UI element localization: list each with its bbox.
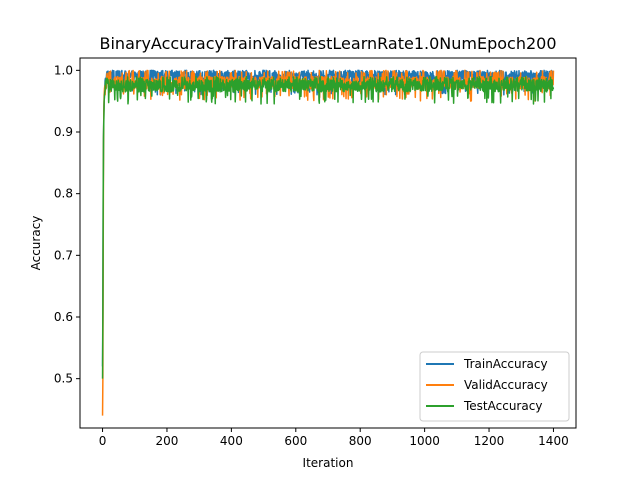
plot-area <box>101 69 555 416</box>
y-axis-label: Accuracy <box>29 216 43 271</box>
y-tick-label: 1.0 <box>54 63 73 77</box>
legend-label: TrainAccuracy <box>463 357 548 371</box>
x-tick-label: 800 <box>349 434 372 448</box>
legend-label: TestAccuracy <box>463 399 542 413</box>
legend-label: ValidAccuracy <box>464 378 548 392</box>
x-tick-label: 1200 <box>474 434 505 448</box>
y-axis: 0.5 0.6 0.7 0.8 0.9 1.0 <box>54 63 80 386</box>
series-line-testaccuracy <box>101 75 555 379</box>
series-line-trainaccuracy <box>101 69 555 367</box>
legend: TrainAccuracy ValidAccuracy TestAccuracy <box>419 351 570 422</box>
x-tick-label: 1000 <box>409 434 440 448</box>
y-tick-label: 0.5 <box>54 372 73 386</box>
y-tick-label: 0.9 <box>54 125 73 139</box>
chart-title: BinaryAccuracyTrainValidTestLearnRate1.0… <box>100 34 557 53</box>
plot-frame <box>79 57 577 429</box>
x-tick-label: 0 <box>99 434 107 448</box>
x-tick-label: 400 <box>220 434 243 448</box>
x-axis-label: Iteration <box>303 456 354 470</box>
y-tick-label: 0.8 <box>54 187 73 201</box>
x-tick-label: 600 <box>284 434 307 448</box>
y-tick-label: 0.6 <box>54 310 73 324</box>
x-axis: 0 200 400 600 800 1000 1200 1400 <box>99 428 569 448</box>
legend-box <box>419 351 570 422</box>
x-tick-label: 1400 <box>538 434 569 448</box>
y-tick-label: 0.7 <box>54 248 73 262</box>
x-tick-label: 200 <box>156 434 179 448</box>
